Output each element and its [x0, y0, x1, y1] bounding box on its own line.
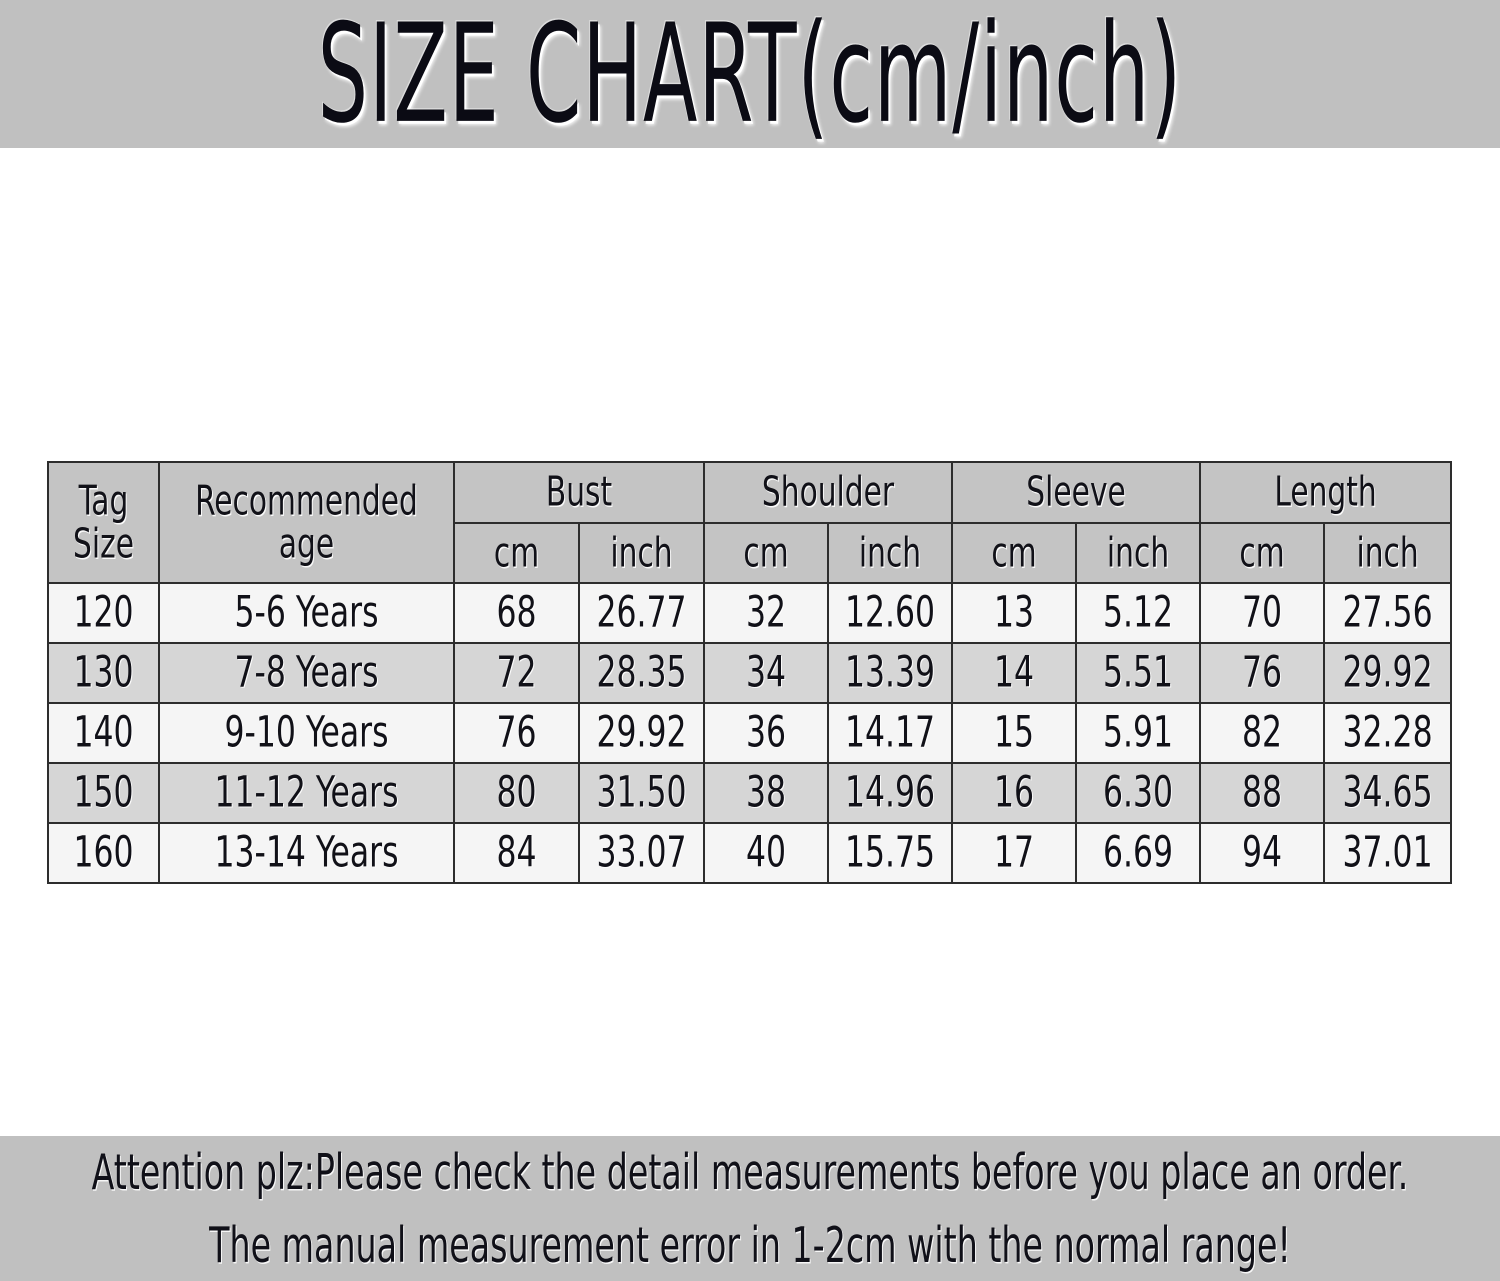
cell-bust-inch: 28.35	[577, 642, 706, 704]
column-header-tag-size: Tag Size	[47, 461, 160, 584]
cell-sleeve-inch: 6.69	[1075, 822, 1202, 884]
column-header-recommended-age-line1: Recommended	[195, 475, 418, 525]
cell-length-inch: 37.01	[1323, 822, 1453, 884]
table-row: 150 11-12 Years 80 31.50 38 14.96 16 6.3…	[47, 762, 1453, 824]
content-area: Tag Size Recommended age Bust Shoulder	[0, 148, 1500, 1136]
cell-sleeve-cm: 16	[951, 762, 1078, 824]
cell-sleeve-cm: 13	[951, 582, 1078, 644]
cell-bust-cm: 76	[453, 702, 580, 764]
cell-bust-inch: 31.50	[577, 762, 706, 824]
cell-length-cm: 76	[1199, 642, 1326, 704]
table-body: 120 5-6 Years 68 26.77 32 12.60 13 5.12 …	[47, 582, 1453, 884]
cell-recommended-age: 7-8 Years	[158, 642, 455, 704]
column-header-shoulder: Shoulder	[703, 461, 954, 524]
page-title: SIZE CHART(cm/inch)	[317, 0, 1183, 154]
cell-tag-size: 130	[47, 642, 160, 704]
unit-header-shoulder-inch: inch	[827, 522, 954, 584]
cell-shoulder-inch: 13.39	[827, 642, 954, 704]
cell-sleeve-cm: 17	[951, 822, 1078, 884]
cell-sleeve-cm: 15	[951, 702, 1078, 764]
cell-bust-inch: 33.07	[577, 822, 706, 884]
cell-length-inch: 27.56	[1323, 582, 1453, 644]
cell-shoulder-inch: 14.17	[827, 702, 954, 764]
cell-bust-cm: 80	[453, 762, 580, 824]
cell-bust-inch: 26.77	[577, 582, 706, 644]
cell-shoulder-cm: 34	[703, 642, 830, 704]
cell-tag-size: 120	[47, 582, 160, 644]
footer-note-line-1: Attention plz:Please check the detail me…	[91, 1143, 1409, 1201]
unit-header-shoulder-cm: cm	[703, 522, 830, 584]
cell-bust-cm: 72	[453, 642, 580, 704]
table-header: Tag Size Recommended age Bust Shoulder	[47, 461, 1453, 584]
cell-shoulder-inch: 14.96	[827, 762, 954, 824]
unit-header-length-inch: inch	[1323, 522, 1453, 584]
unit-header-bust-cm: cm	[453, 522, 580, 584]
header-banner: SIZE CHART(cm/inch)	[0, 0, 1500, 148]
cell-bust-inch: 29.92	[577, 702, 706, 764]
cell-length-inch: 29.92	[1323, 642, 1453, 704]
size-chart-table: Tag Size Recommended age Bust Shoulder	[47, 461, 1453, 884]
unit-header-length-cm: cm	[1199, 522, 1326, 584]
cell-shoulder-cm: 36	[703, 702, 830, 764]
cell-length-cm: 88	[1199, 762, 1326, 824]
cell-recommended-age: 13-14 Years	[158, 822, 455, 884]
table-row: 120 5-6 Years 68 26.77 32 12.60 13 5.12 …	[47, 582, 1453, 644]
cell-shoulder-inch: 12.60	[827, 582, 954, 644]
cell-bust-cm: 84	[453, 822, 580, 884]
cell-recommended-age: 9-10 Years	[158, 702, 455, 764]
unit-header-sleeve-inch: inch	[1075, 522, 1202, 584]
cell-tag-size: 160	[47, 822, 160, 884]
column-header-recommended-age-line2: age	[278, 518, 335, 568]
table-header-row-units: cm inch cm inch cm	[48, 522, 1453, 584]
cell-recommended-age: 5-6 Years	[158, 582, 455, 644]
cell-length-cm: 70	[1199, 582, 1326, 644]
column-header-tag-size-line2: Size	[73, 518, 134, 568]
column-header-length: Length	[1199, 461, 1453, 524]
table-header-row-groups: Tag Size Recommended age Bust Shoulder	[47, 461, 1453, 584]
cell-length-inch: 32.28	[1323, 702, 1453, 764]
cell-shoulder-cm: 40	[703, 822, 830, 884]
cell-sleeve-inch: 6.30	[1075, 762, 1202, 824]
cell-length-cm: 94	[1199, 822, 1326, 884]
cell-length-cm: 82	[1199, 702, 1326, 764]
column-header-recommended-age: Recommended age	[158, 461, 455, 584]
table-row: 140 9-10 Years 76 29.92 36 14.17 15 5.91…	[47, 702, 1453, 764]
cell-bust-cm: 68	[453, 582, 580, 644]
cell-tag-size: 140	[47, 702, 160, 764]
cell-tag-size: 150	[47, 762, 160, 824]
cell-shoulder-cm: 32	[703, 582, 830, 644]
column-header-bust: Bust	[452, 461, 706, 524]
table-row: 130 7-8 Years 72 28.35 34 13.39 14 5.51 …	[47, 642, 1453, 704]
cell-sleeve-inch: 5.91	[1075, 702, 1202, 764]
cell-sleeve-cm: 14	[951, 642, 1078, 704]
cell-shoulder-inch: 15.75	[827, 822, 954, 884]
footer-note-line-2: The manual measurement error in 1-2cm wi…	[209, 1216, 1291, 1274]
unit-header-sleeve-cm: cm	[951, 522, 1078, 584]
footer-banner: Attention plz:Please check the detail me…	[0, 1136, 1500, 1281]
table-row: 160 13-14 Years 84 33.07 40 15.75 17 6.6…	[47, 822, 1453, 884]
unit-header-bust-inch: inch	[577, 522, 706, 584]
cell-sleeve-inch: 5.51	[1075, 642, 1202, 704]
cell-sleeve-inch: 5.12	[1075, 582, 1202, 644]
cell-length-inch: 34.65	[1323, 762, 1453, 824]
size-chart-table-wrapper: Tag Size Recommended age Bust Shoulder	[47, 461, 1453, 884]
cell-shoulder-cm: 38	[703, 762, 830, 824]
column-header-tag-size-line1: Tag	[78, 475, 129, 525]
cell-recommended-age: 11-12 Years	[158, 762, 455, 824]
column-header-sleeve: Sleeve	[951, 461, 1202, 524]
